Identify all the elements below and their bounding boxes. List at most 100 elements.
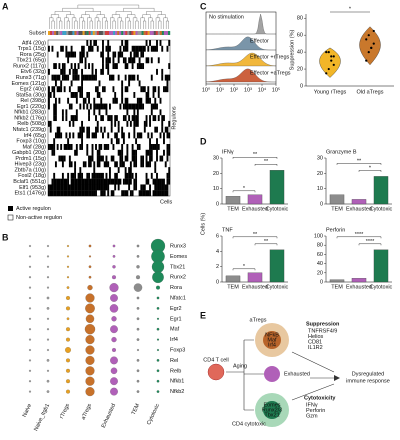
heatmap-cell — [60, 184, 63, 191]
cell-icon — [207, 363, 225, 381]
dendrogram — [82, 20, 86, 25]
node-label: Exhausted — [284, 371, 310, 377]
heatmap-cell — [168, 63, 171, 70]
heatmap-cell — [53, 178, 56, 185]
heatmap-cell — [154, 161, 157, 168]
dot — [28, 255, 32, 258]
heatmap-cell — [126, 109, 129, 116]
outcome-label: Dysregulated — [352, 371, 384, 377]
heatmap-cell — [81, 190, 84, 197]
violin-body — [319, 47, 341, 78]
heatmap-cell — [100, 115, 103, 122]
regulon-label: Stat5a (30g) — [16, 92, 46, 98]
heatmap-cell — [143, 45, 146, 52]
heatmap-cell — [164, 184, 167, 191]
data-point — [327, 67, 330, 71]
heatmap-cell — [145, 155, 148, 162]
data-point — [367, 51, 370, 54]
regulon-label: Gabpb1 (20g) — [12, 150, 46, 156]
heatmap-cell — [164, 126, 167, 133]
heatmap-cell — [84, 190, 87, 197]
heatmap-cell — [150, 149, 153, 156]
heatmap-cell — [140, 86, 143, 93]
dendrogram — [96, 14, 105, 18]
dot — [136, 275, 140, 280]
heatmap-cell — [135, 45, 138, 52]
heatmap-cell — [63, 184, 66, 191]
heatmap-cell — [124, 103, 127, 110]
heatmap-cell — [145, 115, 148, 122]
heatmap-cell — [70, 144, 73, 150]
heatmap-cell — [60, 45, 63, 52]
outcome-label: immune response — [346, 378, 390, 384]
significance: ** — [253, 152, 258, 158]
heatmap-cell — [149, 115, 151, 122]
dot — [88, 265, 92, 269]
heatmap-cell — [163, 190, 165, 197]
heatmap-cell — [136, 97, 139, 104]
subset-bar — [62, 31, 65, 35]
heatmap-cell — [129, 74, 132, 81]
dot — [112, 348, 116, 352]
heatmap-cell — [72, 172, 75, 179]
heatmap-cell — [54, 178, 57, 185]
heatmap-cell — [79, 144, 82, 150]
heatmap-cell — [135, 138, 138, 145]
regulon-label: Trps1 (15g) — [18, 46, 46, 52]
dot — [46, 244, 50, 248]
gene-label: Maf — [170, 327, 180, 333]
dot — [66, 296, 70, 300]
dendrogram — [157, 14, 166, 18]
heatmap-cell — [135, 103, 138, 110]
heatmap-cell — [129, 178, 132, 185]
sig-bracket — [254, 243, 278, 246]
heatmap-cell — [150, 155, 153, 162]
dot — [156, 317, 160, 320]
heatmap-cell — [100, 126, 103, 133]
y-tick-label: 10 — [317, 186, 323, 192]
factor-label: Tbx21 — [264, 412, 279, 418]
heatmap-cell — [156, 138, 158, 145]
factor-label: Maf — [267, 337, 277, 343]
subset-bar — [80, 31, 83, 35]
dendrogram — [54, 11, 71, 15]
heatmap-cell — [136, 103, 139, 110]
heatmap-cell — [142, 86, 145, 93]
heatmap-cell — [86, 184, 89, 191]
heatmap-cell — [74, 92, 77, 98]
heatmap-cell — [61, 190, 64, 197]
heatmap-cell — [68, 144, 71, 150]
heatmap-cell — [75, 184, 78, 191]
heatmap-cell — [48, 68, 50, 75]
dot — [136, 369, 140, 373]
dendrogram — [158, 20, 162, 25]
dot — [136, 307, 140, 310]
heatmap-cell — [103, 161, 106, 168]
marker-label: IFNγ — [306, 402, 318, 408]
heatmap-cell — [100, 190, 103, 197]
heatmap-cell — [124, 86, 127, 93]
heatmap-cell — [91, 74, 94, 81]
significance: ** — [357, 158, 362, 164]
dot — [28, 348, 32, 352]
heatmap-cell — [154, 126, 157, 133]
heatmap-cell — [115, 97, 118, 104]
heatmap-cell — [65, 74, 68, 81]
heatmap-cell — [68, 120, 71, 127]
heatmap-cell — [88, 178, 90, 185]
heatmap-cell — [53, 172, 56, 179]
heatmap-cell — [157, 178, 160, 185]
heatmap-cell — [77, 184, 80, 191]
significance: * — [243, 186, 246, 192]
heatmap-cell — [112, 74, 115, 81]
heatmap-cell — [163, 138, 165, 145]
heatmap-cell — [138, 80, 141, 87]
heatmap-cell — [60, 190, 63, 197]
heatmap-cell — [61, 45, 64, 52]
heatmap-cell — [72, 120, 75, 127]
heatmap-cell — [86, 51, 89, 58]
heatmap-cell — [135, 161, 138, 168]
heatmap-cell — [61, 74, 64, 81]
heatmap-cell — [156, 178, 158, 185]
dot — [46, 276, 50, 279]
